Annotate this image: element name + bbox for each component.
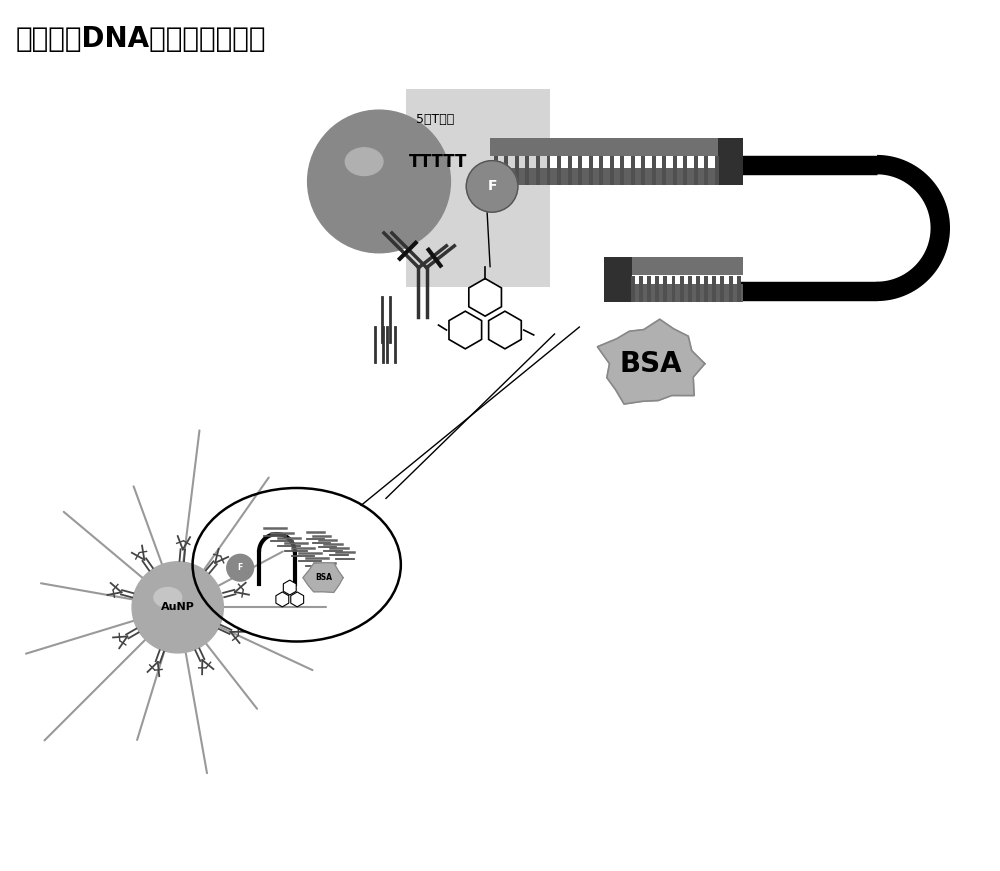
FancyBboxPatch shape [504,156,508,186]
FancyBboxPatch shape [704,156,708,186]
FancyBboxPatch shape [737,275,741,302]
FancyBboxPatch shape [536,156,540,186]
FancyBboxPatch shape [641,156,645,186]
Text: F: F [238,564,243,572]
FancyBboxPatch shape [652,156,656,186]
FancyBboxPatch shape [599,156,603,186]
Polygon shape [489,311,521,349]
Text: 结合诱导DNA组装荧光检测法: 结合诱导DNA组装荧光检测法 [16,25,267,53]
FancyBboxPatch shape [568,156,572,186]
FancyBboxPatch shape [673,156,677,186]
FancyBboxPatch shape [696,275,700,302]
Circle shape [466,160,518,213]
Circle shape [308,110,450,253]
FancyBboxPatch shape [688,275,692,302]
FancyBboxPatch shape [557,156,561,186]
Circle shape [227,554,254,581]
FancyBboxPatch shape [620,156,624,186]
Polygon shape [276,592,289,607]
Text: AuNP: AuNP [161,603,195,612]
Ellipse shape [154,588,182,607]
Text: BSA: BSA [619,349,682,378]
Text: 5个T碱基: 5个T碱基 [416,112,454,125]
FancyBboxPatch shape [629,257,743,274]
FancyBboxPatch shape [729,275,733,302]
FancyBboxPatch shape [631,156,635,186]
FancyBboxPatch shape [683,156,687,186]
FancyBboxPatch shape [639,275,643,302]
Polygon shape [469,279,501,316]
FancyBboxPatch shape [578,156,582,186]
FancyBboxPatch shape [515,156,519,186]
FancyBboxPatch shape [610,156,614,186]
Circle shape [132,562,223,653]
FancyBboxPatch shape [604,257,632,302]
Text: TTTTT: TTTTT [409,152,467,171]
Polygon shape [283,580,296,595]
Text: BSA: BSA [315,573,332,582]
Ellipse shape [345,148,383,176]
FancyBboxPatch shape [704,275,708,302]
FancyBboxPatch shape [718,138,743,186]
FancyBboxPatch shape [715,156,719,186]
FancyBboxPatch shape [647,275,651,302]
FancyBboxPatch shape [680,275,684,302]
FancyBboxPatch shape [655,275,659,302]
FancyBboxPatch shape [629,285,743,302]
FancyBboxPatch shape [631,275,635,302]
Polygon shape [597,320,705,404]
FancyBboxPatch shape [663,275,667,302]
Polygon shape [303,563,343,592]
FancyBboxPatch shape [490,138,723,156]
FancyBboxPatch shape [490,167,723,186]
Text: F: F [487,179,497,193]
FancyBboxPatch shape [525,156,529,186]
FancyBboxPatch shape [547,156,550,186]
FancyBboxPatch shape [589,156,593,186]
FancyBboxPatch shape [406,90,550,287]
Polygon shape [291,592,304,607]
FancyBboxPatch shape [694,156,698,186]
FancyBboxPatch shape [720,275,724,302]
FancyBboxPatch shape [494,156,498,186]
FancyBboxPatch shape [712,275,716,302]
FancyBboxPatch shape [662,156,666,186]
Polygon shape [449,311,482,349]
FancyBboxPatch shape [672,275,675,302]
